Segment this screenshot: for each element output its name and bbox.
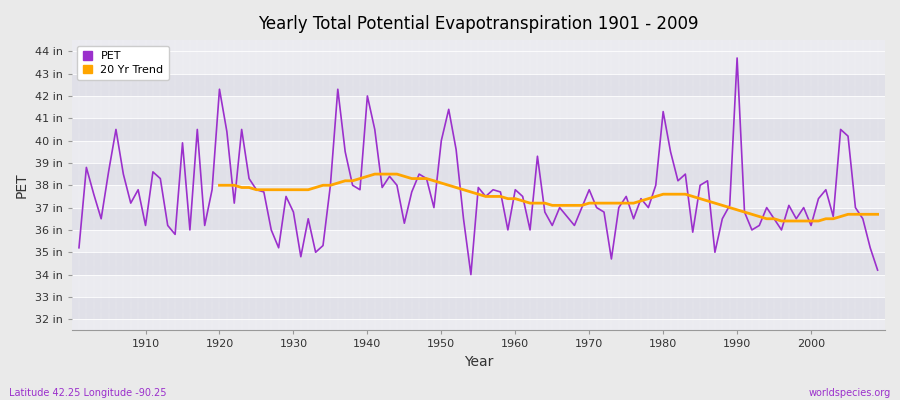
Bar xyxy=(72,118,885,141)
PET xyxy=(465,272,476,277)
20 Yr Trend xyxy=(214,183,225,188)
Line: PET: PET xyxy=(79,58,878,274)
Bar xyxy=(72,141,885,163)
X-axis label: Year: Year xyxy=(464,355,493,369)
Bar xyxy=(72,185,885,208)
20 Yr Trend xyxy=(769,216,779,221)
Legend: PET, 20 Yr Trend: PET, 20 Yr Trend xyxy=(77,46,169,80)
Y-axis label: PET: PET xyxy=(15,172,29,198)
Bar xyxy=(72,274,885,297)
20 Yr Trend xyxy=(369,172,380,176)
PET xyxy=(606,256,616,261)
PET xyxy=(74,245,85,250)
Bar xyxy=(72,208,885,230)
Bar xyxy=(72,51,885,74)
Line: 20 Yr Trend: 20 Yr Trend xyxy=(220,174,878,221)
PET xyxy=(510,187,521,192)
Title: Yearly Total Potential Evapotranspiration 1901 - 2009: Yearly Total Potential Evapotranspiratio… xyxy=(258,15,698,33)
Bar xyxy=(72,96,885,118)
Bar xyxy=(72,297,885,319)
Bar xyxy=(72,74,885,96)
20 Yr Trend xyxy=(872,212,883,217)
20 Yr Trend xyxy=(858,212,868,217)
20 Yr Trend xyxy=(791,218,802,223)
PET xyxy=(340,149,351,154)
20 Yr Trend xyxy=(302,187,313,192)
Bar xyxy=(72,230,885,252)
Bar xyxy=(72,163,885,185)
PET xyxy=(518,194,528,199)
PET xyxy=(132,187,143,192)
20 Yr Trend xyxy=(421,176,432,181)
PET xyxy=(295,254,306,259)
Text: worldspecies.org: worldspecies.org xyxy=(809,388,891,398)
PET xyxy=(732,56,742,60)
Text: Latitude 42.25 Longitude -90.25: Latitude 42.25 Longitude -90.25 xyxy=(9,388,166,398)
20 Yr Trend xyxy=(776,218,787,223)
20 Yr Trend xyxy=(680,192,690,196)
Bar xyxy=(72,252,885,274)
PET xyxy=(872,268,883,272)
